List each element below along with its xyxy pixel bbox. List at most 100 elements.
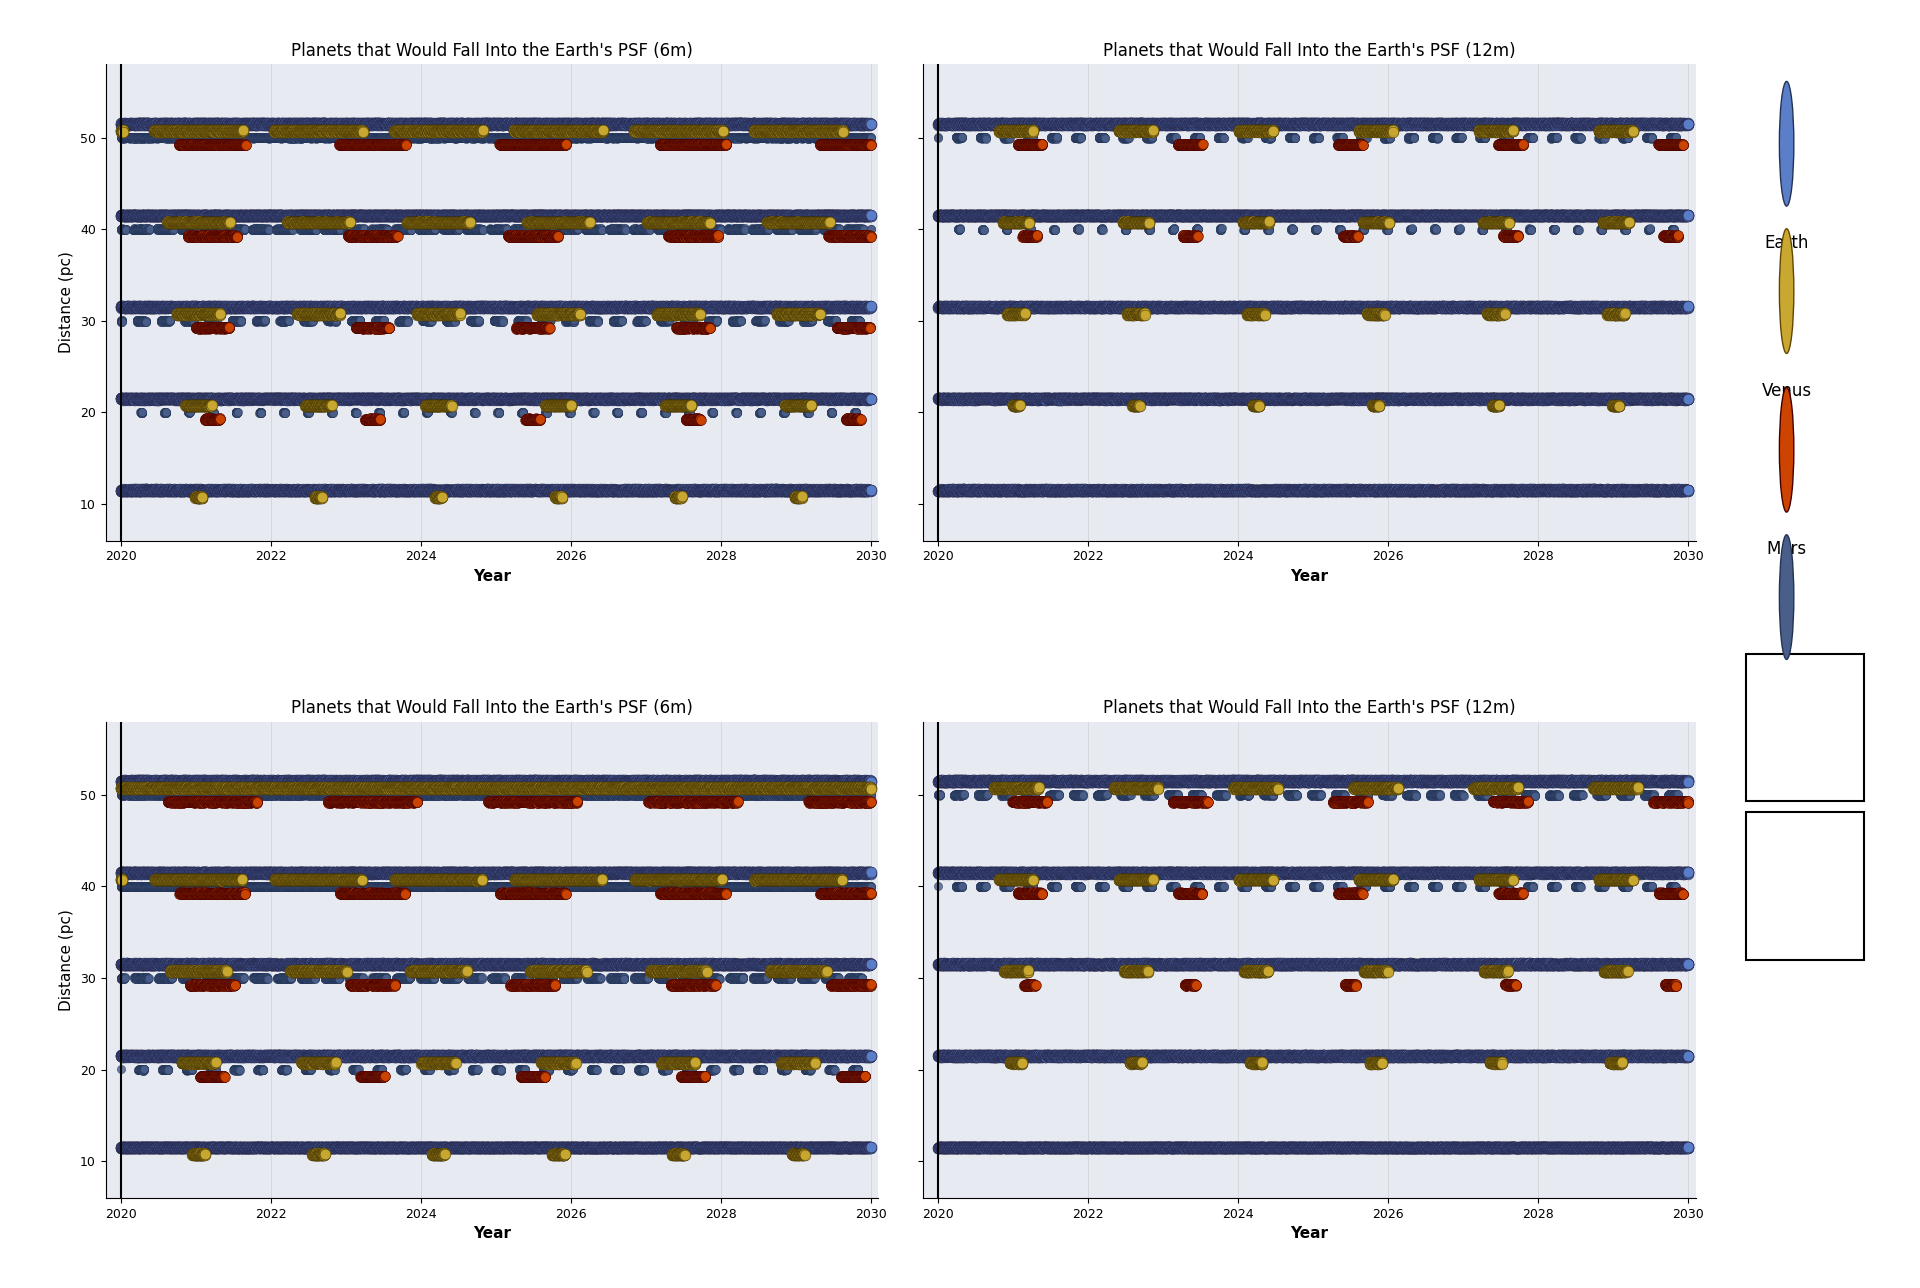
Point [196, 868, 227, 889]
Point [557, 1137, 588, 1158]
Point [321, 869, 351, 890]
Point [1373, 126, 1404, 147]
Point [660, 388, 691, 408]
Point [958, 770, 989, 791]
Point [772, 777, 803, 797]
Point [822, 868, 852, 889]
Point [1644, 772, 1674, 792]
Point [106, 128, 136, 148]
Point [1486, 135, 1517, 156]
Point [1081, 1045, 1112, 1065]
Point [117, 876, 148, 896]
Point [480, 777, 511, 797]
Point [334, 113, 365, 134]
Point [315, 128, 346, 148]
Point [632, 1046, 662, 1066]
Point [278, 389, 309, 410]
Point [319, 480, 349, 501]
Point [513, 128, 543, 148]
Point [1661, 884, 1692, 904]
Point [1171, 1136, 1202, 1157]
Point [699, 296, 730, 317]
Point [323, 863, 353, 884]
Point [386, 128, 417, 148]
Point [169, 969, 200, 989]
Point [1187, 206, 1217, 227]
Point [492, 777, 522, 797]
Point [127, 1045, 157, 1065]
Point [1021, 777, 1052, 797]
Point [1440, 1046, 1471, 1066]
Point [1574, 1137, 1605, 1158]
Point [1634, 1046, 1665, 1066]
Point [843, 884, 874, 904]
Point [378, 953, 409, 974]
Point [806, 1137, 837, 1158]
Point [1169, 205, 1200, 225]
Point [1265, 770, 1296, 791]
Point [378, 225, 409, 246]
Point [280, 784, 311, 805]
Point [1574, 113, 1605, 134]
Point [1478, 954, 1509, 975]
Point [301, 862, 332, 882]
Point [415, 1136, 445, 1157]
Point [1258, 777, 1288, 797]
Point [186, 961, 217, 981]
Point [983, 298, 1014, 318]
Point [555, 961, 586, 981]
Point [1302, 480, 1332, 501]
Point [935, 389, 966, 410]
Point [434, 770, 465, 791]
Point [278, 388, 309, 408]
Point [780, 960, 810, 980]
Point [1202, 953, 1233, 974]
Point [419, 953, 449, 974]
Point [415, 389, 445, 410]
Point [528, 777, 559, 797]
Point [305, 770, 336, 791]
Point [783, 304, 814, 325]
Point [221, 777, 252, 797]
Point [1008, 791, 1039, 811]
Point [507, 967, 538, 988]
Point [854, 134, 885, 155]
Point [854, 225, 885, 246]
Point [833, 479, 864, 500]
Point [315, 961, 346, 981]
Point [204, 792, 234, 813]
Point [1607, 1052, 1638, 1073]
Point [1254, 479, 1284, 500]
Point [1486, 954, 1517, 975]
Point [173, 786, 204, 806]
Point [190, 395, 221, 416]
Point [847, 389, 877, 410]
Point [1496, 479, 1526, 500]
Point [1131, 862, 1162, 882]
Point [1223, 1046, 1254, 1066]
Point [315, 394, 346, 415]
Point [248, 205, 278, 225]
Point [1476, 389, 1507, 410]
Point [924, 206, 954, 227]
Point [117, 126, 148, 147]
Point [186, 304, 217, 325]
Point [707, 1137, 737, 1158]
Point [1089, 954, 1119, 975]
Point [1417, 784, 1448, 805]
Point [526, 304, 557, 325]
Point [1212, 1046, 1242, 1066]
Point [1248, 121, 1279, 142]
Point [1473, 389, 1503, 410]
Point [1465, 1137, 1496, 1158]
Point [357, 206, 388, 227]
Point [230, 954, 261, 975]
Point [1632, 388, 1663, 408]
Point [1473, 863, 1503, 884]
Point [580, 969, 611, 989]
Point [336, 975, 367, 996]
Point [190, 213, 221, 233]
Point [344, 869, 374, 890]
Point [223, 312, 253, 332]
Point [609, 1136, 639, 1157]
